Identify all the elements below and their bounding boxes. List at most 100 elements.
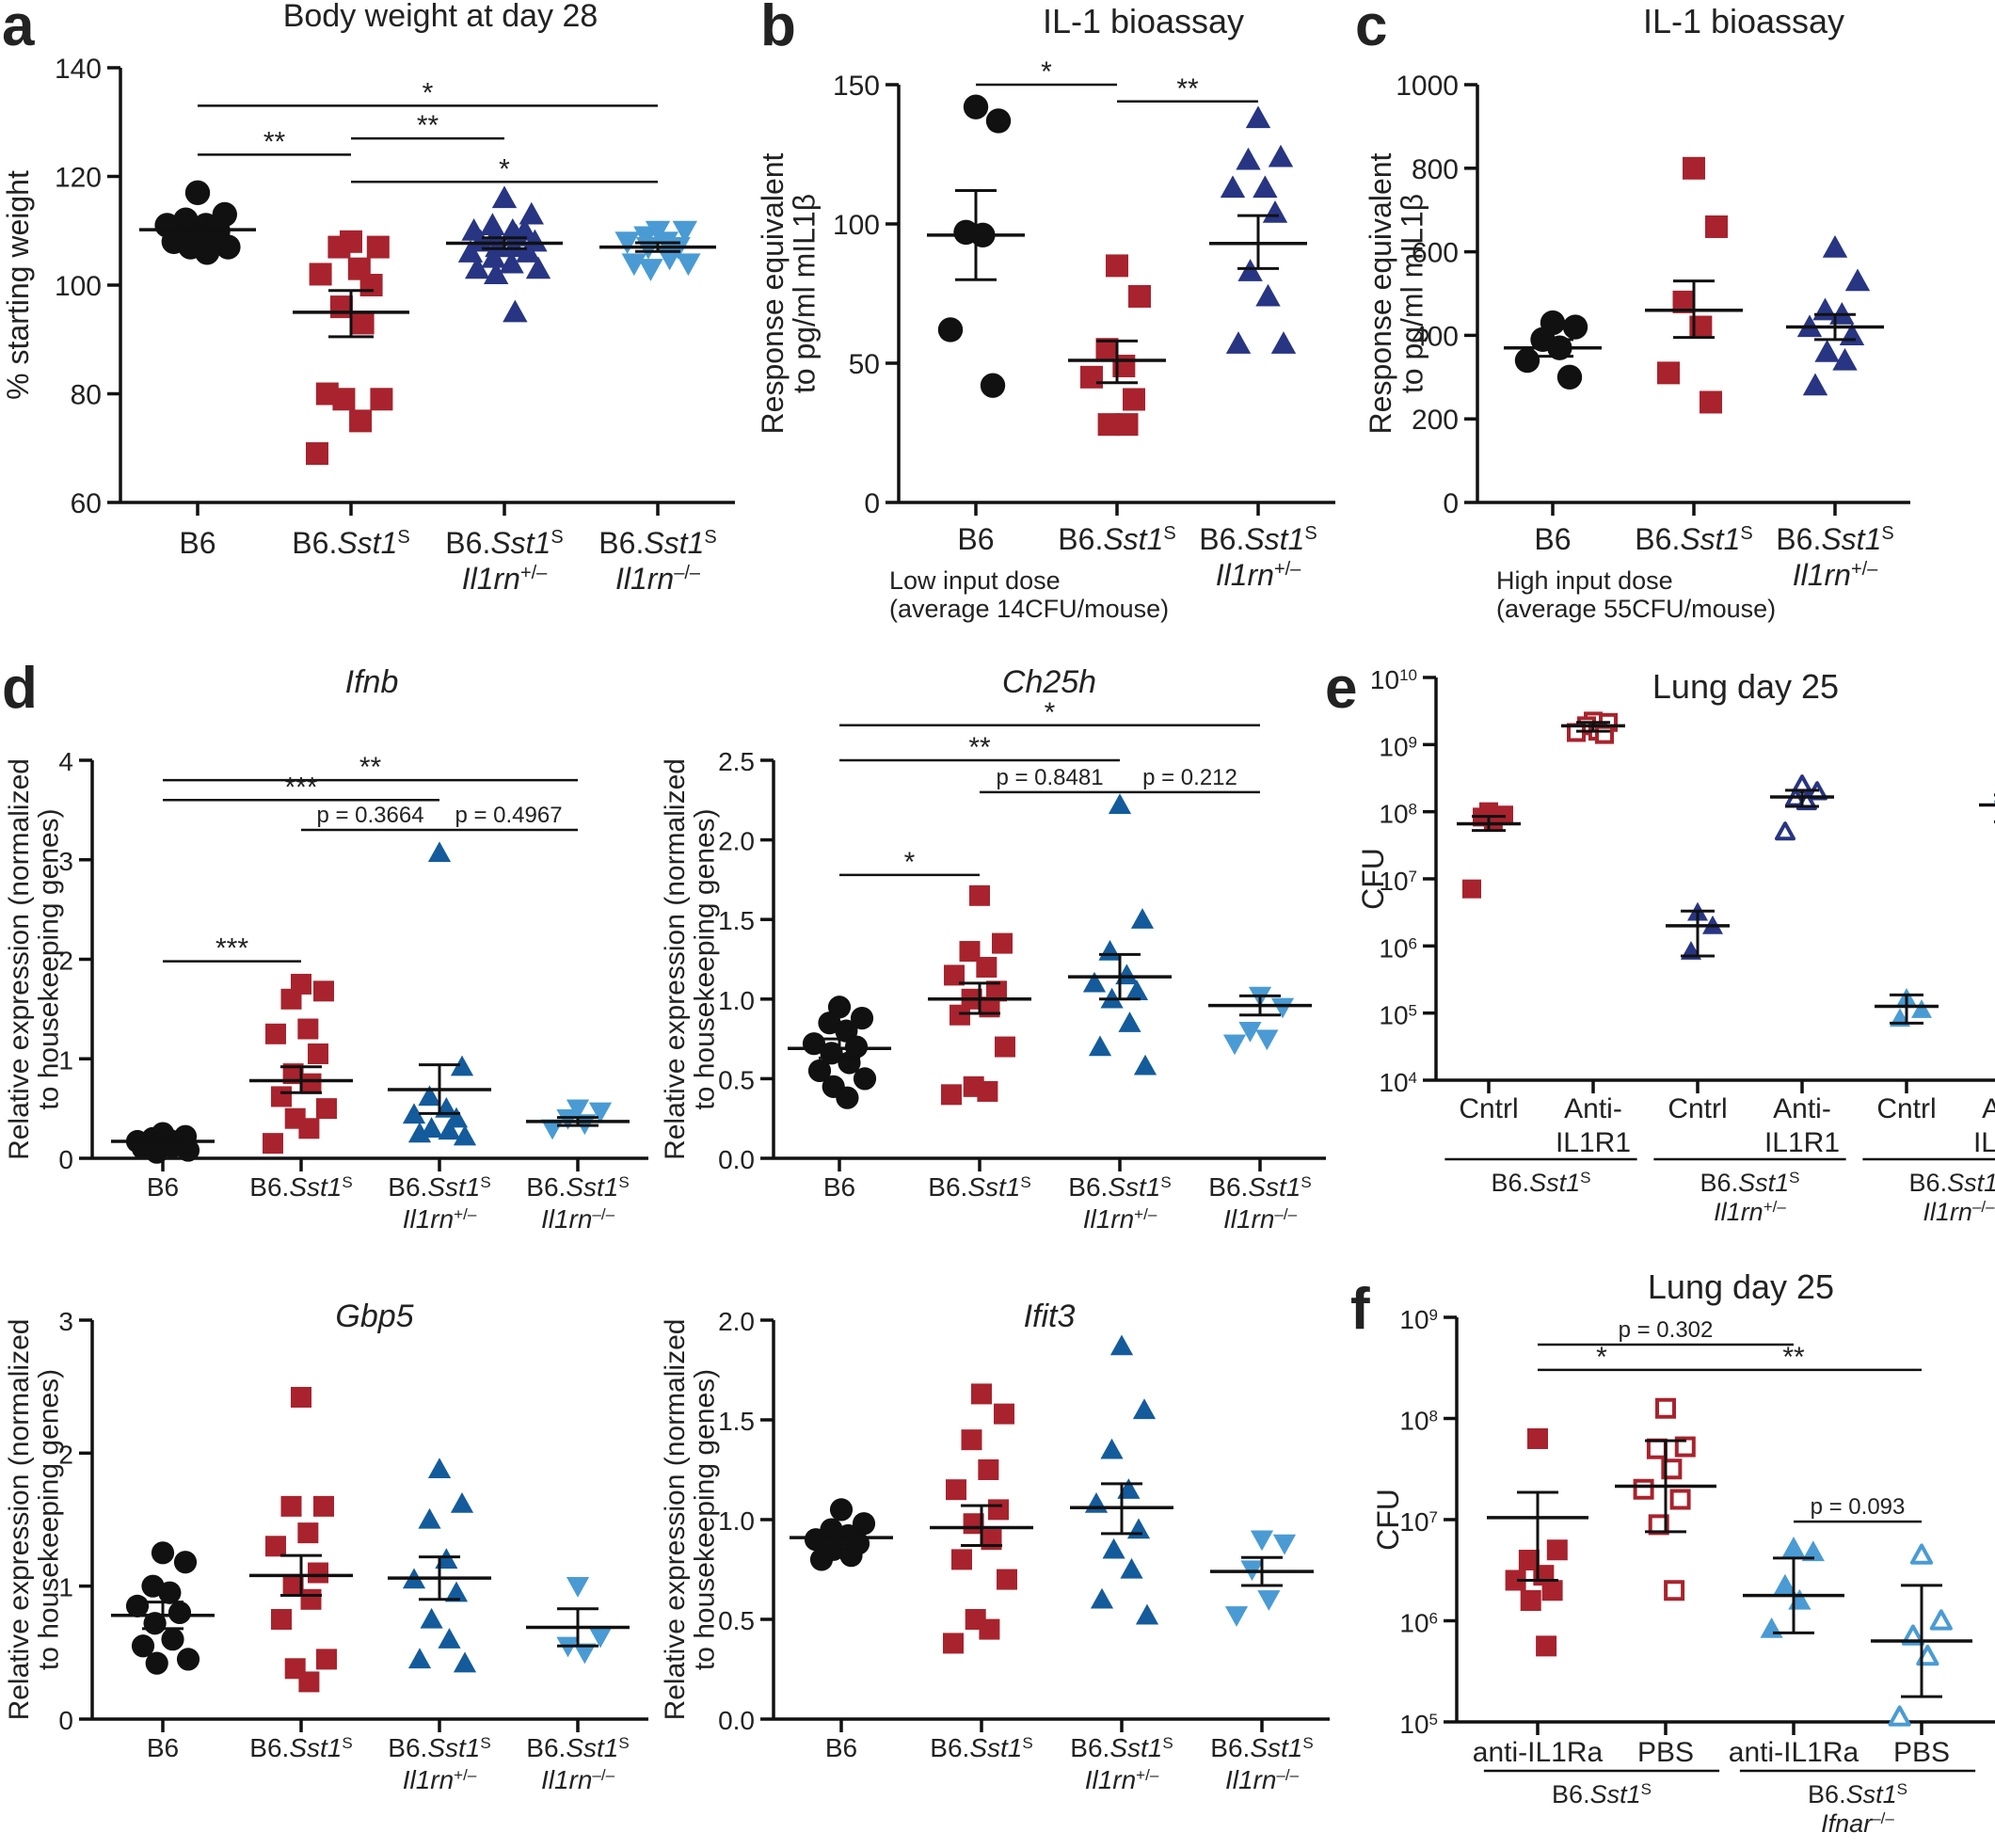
panel-d4-point (978, 1459, 999, 1480)
panel-d2-point (1238, 1021, 1262, 1043)
panel-e-y-tick-label: 106 (1379, 933, 1417, 963)
panel-d2-point (850, 1007, 874, 1030)
panel-d1-point (313, 980, 334, 1002)
panel-e-point (1775, 821, 1796, 841)
panel-d4-point (1109, 1334, 1134, 1356)
panel-d3-point (158, 1581, 182, 1604)
panel-f-chart: 105 106 107 108 109 anti-IL1Ra PBS anti-IL1Ra PB… (1371, 1267, 1995, 1838)
panel-a-point (194, 240, 220, 265)
panel-c-point (1814, 339, 1840, 362)
panel-a-point (491, 185, 518, 209)
panel-a-x-tick-label: Il1rn+/– (462, 562, 548, 596)
panel-label-a: a (2, 0, 35, 58)
panel-f-y-tick-label: 108 (1399, 1407, 1438, 1436)
panel-e-point (1595, 725, 1614, 744)
panel-e-title: Lung day 25 (1652, 667, 1839, 706)
panel-f-point (1536, 1635, 1557, 1657)
panel-f-point (1546, 1539, 1568, 1561)
panel-b-y-tick-label: 150 (833, 71, 880, 102)
panel-a-y-tick-label: 120 (55, 163, 102, 194)
panel-d1-point (271, 1086, 292, 1107)
panel-e-y-tick-label: 109 (1379, 732, 1417, 761)
panel-c-point (1556, 364, 1583, 390)
panel-d4-y-label: Relative expression (normalized (660, 1319, 691, 1721)
panel-e-x-tick-label: Anti- (1982, 1093, 1995, 1124)
panel-b-y-tick-label: 0 (864, 488, 880, 519)
panel-b-x-tick-label: B6.Sst1S (1199, 522, 1317, 556)
panel-b-x-tick-label: B6.Sst1S (1058, 522, 1175, 556)
panel-b-y-label: Response equivalent (756, 152, 790, 434)
panel-b-note: (average 14CFU/mouse) (889, 595, 1169, 623)
panel-d3-point (573, 1643, 597, 1665)
panel-d2-point (1133, 1054, 1157, 1075)
panel-d4-point (994, 1403, 1014, 1425)
panel-d3-point (151, 1541, 175, 1565)
panel-f-group-label: B6.Sst1S (1808, 1780, 1907, 1809)
panel-b-point (1262, 199, 1288, 223)
panel-a-y-tick-label: 140 (55, 54, 102, 85)
panel-d2-point (836, 1086, 859, 1109)
panel-d3-y-tick-label: 3 (58, 1307, 73, 1336)
panel-d4-y-tick-label: 0.0 (718, 1706, 755, 1735)
panel-a-point (614, 231, 640, 254)
panel-c-x-tick-label: B6.Sst1S (1635, 522, 1752, 556)
panel-d2-y-tick-label: 1.5 (718, 906, 755, 935)
panel-b-point (1123, 388, 1145, 411)
panel-d4-point (979, 1618, 1000, 1640)
panel-d1-y-tick-label: 1 (58, 1045, 73, 1075)
panel-d3-x-tick-label: B6.Sst1S (526, 1733, 629, 1762)
panel-a-title: Body weight at day 28 (283, 0, 598, 34)
panel-d1-point (297, 1018, 319, 1040)
panel-d1-point (145, 1140, 168, 1164)
panel-a-point (657, 247, 682, 271)
panel-d1-point (418, 1085, 441, 1107)
panel-f-point (1901, 1624, 1924, 1646)
panel-d3-point (145, 1651, 168, 1675)
panel-d3-point (173, 1551, 198, 1574)
panel-f-x-tick-label: PBS (1893, 1737, 1950, 1768)
panel-d3-y-label-2: to housekeeping genes) (34, 1369, 65, 1670)
panel-d2-x-tick-label: B6.Sst1S (1208, 1172, 1311, 1202)
panel-d3-point (298, 1671, 320, 1693)
panel-d2-point (1255, 1029, 1279, 1051)
panel-d3-point (438, 1628, 461, 1649)
panel-d4-point (839, 1544, 863, 1568)
panel-d2-point (1088, 1035, 1112, 1057)
panel-e-group-label: B6.Sst1S (1700, 1169, 1800, 1198)
panel-d1-sig-label: *** (284, 772, 317, 803)
panel-d4-point (804, 1528, 828, 1552)
panel-d1-point (407, 1122, 432, 1143)
panel-d1-y-tick-label: 4 (58, 747, 73, 776)
panel-f-point (1664, 1580, 1685, 1601)
panel-e-y-tick-label: 108 (1379, 800, 1417, 829)
panel-c-y-tick-label: 600 (1412, 238, 1459, 269)
panel-f-title: Lung day 25 (1648, 1267, 1834, 1306)
panel-d4-point (971, 1383, 992, 1405)
panel-a-x-tick-label: Il1rn–/– (615, 562, 701, 596)
panel-d1-y-label: Relative expression (normalized (4, 758, 35, 1160)
panel-a-point (519, 201, 544, 225)
panel-d2-point (995, 1036, 1015, 1058)
panel-e-y-tick-label: 105 (1379, 1001, 1417, 1030)
panel-f-point (1674, 1436, 1696, 1458)
panel-c-point (1562, 314, 1588, 340)
panel-e-y-tick-label: 104 (1379, 1068, 1417, 1097)
panel-f-y-tick-label: 105 (1399, 1710, 1438, 1739)
panel-d1-point (282, 1063, 304, 1085)
panel-d1-sig-label: ** (359, 752, 382, 783)
panel-f-point (1669, 1489, 1691, 1510)
panel-d2-sig-label: ** (968, 732, 991, 763)
panel-d3-point (300, 1588, 322, 1610)
panel-c-note: (average 55CFU/mouse) (1496, 595, 1776, 623)
panel-d3-point (588, 1627, 613, 1649)
panel-b-title: IL-1 bioassay (1043, 2, 1244, 40)
panel-d1-sig-label: p = 0.3664 (316, 803, 423, 828)
panel-label-c: c (1355, 0, 1387, 58)
panel-d1-title: Ifnb (345, 664, 399, 700)
panel-d2-point (1125, 980, 1149, 1001)
panel-d3-point (131, 1634, 155, 1658)
panel-a-point (366, 235, 390, 259)
